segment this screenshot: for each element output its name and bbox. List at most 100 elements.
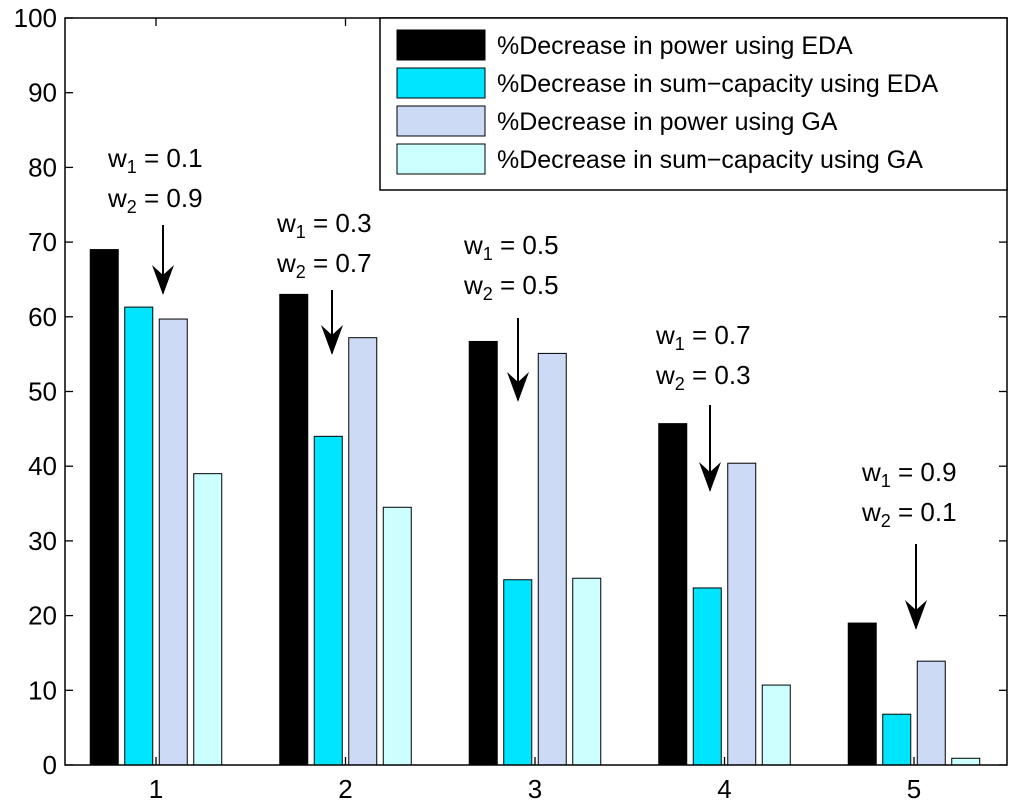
weight-value: = 0.3 bbox=[306, 208, 372, 238]
weight-value: = 0.9 bbox=[137, 183, 203, 213]
weight-label-w2: w2 = 0.1 bbox=[861, 497, 957, 531]
legend-label-1: %Decrease in power using EDA bbox=[497, 32, 853, 60]
legend-label-2: %Decrease in sum−capacity using EDA bbox=[497, 70, 938, 98]
bar-s4-cat5 bbox=[951, 757, 981, 766]
bar-s4-cat2 bbox=[382, 506, 412, 766]
y-tick-label: 50 bbox=[28, 377, 57, 407]
legend-label-4: %Decrease in sum−capacity using GA bbox=[497, 146, 923, 174]
y-tick-label: 10 bbox=[28, 675, 57, 705]
weight-value: = 0.3 bbox=[685, 360, 751, 390]
weight-value: = 0.7 bbox=[685, 320, 751, 350]
x-tick-label: 3 bbox=[528, 774, 542, 804]
weight-symbol: w bbox=[107, 143, 127, 173]
weight-symbol: w bbox=[655, 360, 675, 390]
bar-s2-cat2 bbox=[313, 435, 343, 766]
arrow-head-icon bbox=[905, 600, 927, 630]
weight-value: = 0.9 bbox=[891, 457, 957, 487]
weight-subscript: 2 bbox=[127, 197, 137, 217]
bar-s3-cat4 bbox=[727, 462, 757, 766]
arrow-head-icon bbox=[321, 325, 343, 355]
weight-value: = 0.5 bbox=[493, 270, 559, 300]
weight-value: = 0.5 bbox=[493, 230, 559, 260]
weight-value: = 0.7 bbox=[306, 248, 372, 278]
weight-symbol: w bbox=[276, 248, 296, 278]
y-tick-label: 70 bbox=[28, 227, 57, 257]
bar-s2-cat4 bbox=[692, 587, 722, 766]
legend-swatch-1 bbox=[396, 29, 486, 61]
bars-layer bbox=[89, 249, 981, 766]
y-tick-label: 90 bbox=[28, 78, 57, 108]
weight-symbol: w bbox=[463, 230, 483, 260]
weight-subscript: 1 bbox=[483, 244, 493, 264]
x-tick-label: 2 bbox=[338, 774, 352, 804]
weight-annotation-4: w1 = 0.7w2 = 0.3 bbox=[655, 320, 751, 492]
bar-s3-cat3 bbox=[537, 352, 567, 766]
bar-s1-cat4 bbox=[658, 423, 688, 766]
bar-s1-cat2 bbox=[279, 293, 309, 766]
bar-s1-cat1 bbox=[89, 249, 119, 766]
legend-swatch-2 bbox=[396, 67, 486, 99]
axes-layer: 0 10 20 30 40 50 60 70 80 90 100 1 2 3 4 5 bbox=[14, 3, 1007, 804]
weight-symbol: w bbox=[655, 320, 675, 350]
bar-s1-cat5 bbox=[847, 622, 877, 766]
arrow-head-icon bbox=[507, 372, 529, 402]
weight-label-w1: w1 = 0.9 bbox=[861, 457, 957, 491]
weight-symbol: w bbox=[463, 270, 483, 300]
bar-s2-cat5 bbox=[882, 713, 912, 766]
weight-subscript: 2 bbox=[296, 262, 306, 282]
bar-s3-cat1 bbox=[158, 318, 188, 766]
weight-subscript: 1 bbox=[881, 471, 891, 491]
y-tick-label: 30 bbox=[28, 526, 57, 556]
bar-s3-cat5 bbox=[916, 660, 946, 766]
weight-subscript: 1 bbox=[675, 334, 685, 354]
weight-value: = 0.1 bbox=[891, 497, 957, 527]
weight-annotation-5: w1 = 0.9w2 = 0.1 bbox=[861, 457, 957, 630]
weight-label-w2: w2 = 0.9 bbox=[107, 183, 203, 217]
annotations-layer: w1 = 0.1w2 = 0.9w1 = 0.3w2 = 0.7w1 = 0.5… bbox=[107, 143, 957, 630]
weight-label-w1: w1 = 0.3 bbox=[276, 208, 372, 242]
x-tick-label: 4 bbox=[717, 774, 731, 804]
bar-s4-cat3 bbox=[572, 577, 602, 766]
legend-swatch-4 bbox=[396, 143, 486, 175]
weight-subscript: 2 bbox=[881, 511, 891, 531]
weight-symbol: w bbox=[861, 497, 881, 527]
bar-s4-cat4 bbox=[761, 684, 791, 766]
weight-subscript: 1 bbox=[127, 157, 137, 177]
legend-label-3: %Decrease in power using GA bbox=[497, 108, 838, 136]
bar-s3-cat2 bbox=[348, 337, 378, 766]
weight-label-w1: w1 = 0.5 bbox=[463, 230, 559, 264]
arrow-head-icon bbox=[699, 462, 721, 492]
y-tick-label: 60 bbox=[28, 302, 57, 332]
weight-annotation-3: w1 = 0.5w2 = 0.5 bbox=[463, 230, 559, 402]
x-tick-label: 1 bbox=[149, 774, 163, 804]
legend: %Decrease in power using EDA %Decrease in… bbox=[379, 17, 1008, 191]
y-tick-label: 0 bbox=[43, 750, 57, 780]
weight-subscript: 2 bbox=[483, 284, 493, 304]
y-tick-label: 40 bbox=[28, 451, 57, 481]
weight-subscript: 2 bbox=[675, 374, 685, 394]
bar-s1-cat3 bbox=[468, 340, 498, 766]
weight-annotation-2: w1 = 0.3w2 = 0.7 bbox=[276, 208, 372, 355]
bar-s2-cat1 bbox=[124, 306, 154, 766]
x-tick-label: 5 bbox=[907, 774, 921, 804]
y-tick-label: 20 bbox=[28, 601, 57, 631]
weight-label-w2: w2 = 0.5 bbox=[463, 270, 559, 304]
arrow-head-icon bbox=[152, 265, 174, 295]
weight-label-w1: w1 = 0.7 bbox=[655, 320, 751, 354]
weight-label-w2: w2 = 0.3 bbox=[655, 360, 751, 394]
weight-symbol: w bbox=[276, 208, 296, 238]
weight-symbol: w bbox=[861, 457, 881, 487]
weight-annotation-1: w1 = 0.1w2 = 0.9 bbox=[107, 143, 203, 295]
weight-symbol: w bbox=[107, 183, 127, 213]
bar-s4-cat1 bbox=[193, 473, 223, 766]
weight-label-w1: w1 = 0.1 bbox=[107, 143, 203, 177]
y-tick-label: 80 bbox=[28, 152, 57, 182]
legend-swatch-3 bbox=[396, 105, 486, 137]
bar-s2-cat3 bbox=[503, 579, 533, 766]
weight-subscript: 1 bbox=[296, 222, 306, 242]
y-tick-label: 100 bbox=[14, 3, 57, 33]
weight-value: = 0.1 bbox=[137, 143, 203, 173]
weight-label-w2: w2 = 0.7 bbox=[276, 248, 372, 282]
